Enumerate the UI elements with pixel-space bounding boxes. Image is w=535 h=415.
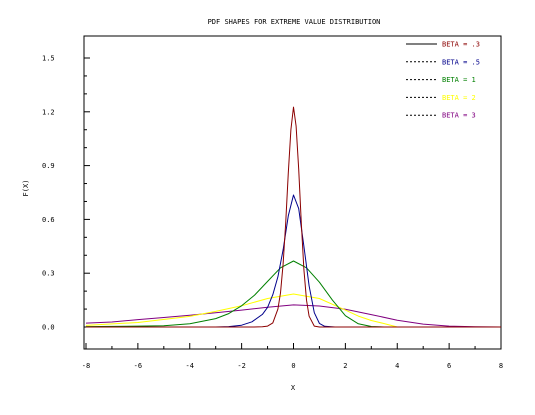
plot-frame xyxy=(83,35,502,350)
legend-label: BETA = .5 xyxy=(442,58,480,66)
x-tick-label: -2 xyxy=(237,362,245,370)
series-line xyxy=(86,194,501,328)
y-tick-label: 0.3 xyxy=(42,270,55,278)
series-line xyxy=(85,304,502,328)
series-line xyxy=(86,106,501,328)
x-tick-label: -6 xyxy=(134,362,142,370)
y-tick-label: 0.9 xyxy=(42,162,55,170)
x-tick-label: 0 xyxy=(291,362,295,370)
x-axis-ticks: -8 -6 -4 -2 0 2 4 6 8 xyxy=(82,343,503,370)
legend: BETA = .3 BETA = .5 BETA = 1 BETA = 2 BETA =… xyxy=(406,41,480,120)
chart-title: PDF SHAPES FOR EXTREME VALUE DISTRIBUTIO… xyxy=(208,18,381,26)
x-tick-label: -8 xyxy=(82,362,90,370)
legend-label: BETA = 2 xyxy=(442,94,476,102)
y-axis-ticks: 0.0 0.3 0.6 0.9 1.2 1.5 xyxy=(42,55,90,332)
y-tick-label: 0.6 xyxy=(42,216,55,224)
x-axis-label: X xyxy=(291,384,296,392)
legend-label: BETA = .3 xyxy=(442,41,480,49)
y-tick-label: 1.5 xyxy=(42,55,55,63)
series-line xyxy=(85,260,501,328)
legend-label: BETA = 1 xyxy=(442,76,476,84)
x-tick-label: 4 xyxy=(395,362,399,370)
x-tick-label: 8 xyxy=(499,362,503,370)
x-tick-label: -4 xyxy=(186,362,194,370)
series-line xyxy=(85,293,501,328)
x-tick-label: 2 xyxy=(343,362,347,370)
legend-label: BETA = 3 xyxy=(442,112,476,120)
y-axis-label: F(X) xyxy=(22,180,30,197)
series-lines xyxy=(85,106,502,328)
y-tick-label: 0.0 xyxy=(42,324,55,332)
x-tick-label: 6 xyxy=(447,362,451,370)
y-tick-label: 1.2 xyxy=(42,108,55,116)
